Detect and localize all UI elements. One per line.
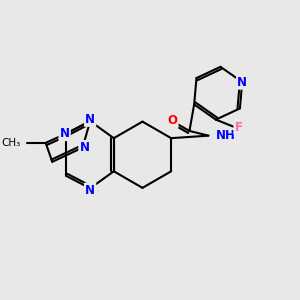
Text: N: N xyxy=(85,184,95,197)
Text: NH: NH xyxy=(216,129,236,142)
Text: O: O xyxy=(167,114,177,127)
Text: N: N xyxy=(60,127,70,140)
Text: CH₃: CH₃ xyxy=(2,138,21,148)
Text: N: N xyxy=(237,76,247,88)
Text: N: N xyxy=(80,141,89,154)
Text: F: F xyxy=(235,121,243,134)
Text: N: N xyxy=(85,113,95,126)
